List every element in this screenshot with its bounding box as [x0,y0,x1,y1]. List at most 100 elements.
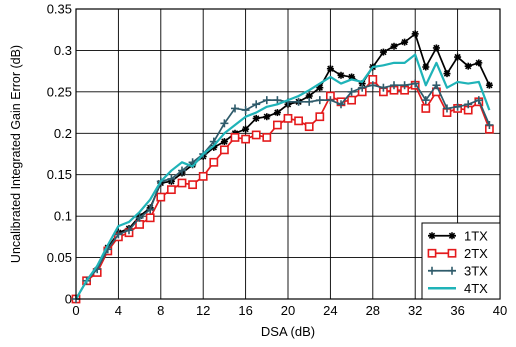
data-point [178,166,186,175]
data-point [474,96,483,105]
data-point [347,87,356,96]
data-point [220,138,228,146]
data-point [432,44,440,52]
legend: 1TX 2TX 3TX 4TX [421,222,501,300]
x-tick-label: 16 [238,303,252,318]
data-point [220,145,229,155]
data-point [358,83,367,92]
legend-marker [428,232,436,240]
data-point [252,114,260,122]
y-tick-label: 0.35 [47,2,72,17]
data-point [125,226,133,235]
legend-marker [448,266,456,275]
data-point [241,106,250,115]
data-point [198,171,208,181]
x-tick-labels: 0 4 8 12 16 20 24 28 32 36 40 [72,303,507,318]
x-tick-label: 8 [157,303,164,318]
data-point [347,95,356,105]
legend-marker [447,248,457,258]
y-tick-label: 0.3 [54,43,72,58]
x-tick-label: 0 [72,303,79,318]
data-point [454,53,462,61]
data-point [421,96,430,105]
data-point [272,120,282,130]
data-point [262,133,272,142]
series-layer [71,30,494,304]
legend-marker [428,266,436,275]
legend-entry-3tx: 3TX [428,263,488,278]
y-tick-label: 0.25 [47,84,72,99]
data-point [443,104,451,113]
data-point [368,81,377,90]
data-point [485,121,494,129]
data-point [422,63,430,71]
data-point [379,83,388,92]
x-tick-label: 24 [323,303,337,318]
plot-frame [75,8,501,300]
data-point [411,30,419,38]
data-point [167,174,176,183]
x-tick-label: 28 [366,303,380,318]
x-tick-label: 20 [281,303,295,318]
data-point [464,62,472,70]
y-axis-label: Uncalibrated Integrated Gain Error (dB) [9,45,23,263]
y-tick-label: 0.05 [47,250,72,265]
data-point [188,180,197,190]
legend-marker [448,232,456,240]
x-tick-label: 32 [408,303,422,318]
data-point [251,130,261,140]
data-point [337,71,345,79]
legend-entry-2tx: 2TX [427,246,488,261]
legend-label: 2TX [464,246,488,261]
data-point [294,97,303,106]
data-point [390,81,398,90]
x-tick-label: 12 [196,303,210,318]
data-point [209,157,219,167]
data-point [390,42,398,50]
y-tick-label: 0.1 [54,209,72,224]
legend-entry-4tx: 4TX [428,281,488,296]
y-tick-label: 0.2 [54,126,72,141]
data-point [135,213,144,222]
data-point [262,96,271,105]
data-point [400,81,409,90]
data-point [305,97,314,106]
data-point [177,178,187,188]
data-point [326,96,335,105]
data-point [379,48,387,56]
data-point [263,113,271,121]
series-line [75,78,491,300]
data-point [231,104,239,113]
legend-label: 3TX [464,263,488,278]
x-tick-label: 40 [493,303,507,318]
data-point [443,70,451,78]
data-point [432,81,441,90]
data-point [273,109,281,117]
data-point [242,125,250,133]
data-point [294,116,303,126]
data-point [337,100,345,109]
data-point [421,104,431,113]
series-line [75,33,491,300]
data-point [220,119,229,128]
legend-label: 4TX [464,281,488,296]
y-tick-label: 0 [65,292,72,307]
legend-label: 1TX [464,228,488,243]
data-point [401,38,409,46]
data-point [411,79,420,88]
x-tick-label: 4 [115,303,122,318]
x-axis-label: DSA (dB) [261,324,315,339]
data-point [464,100,473,109]
y-tick-labels: 0 0.05 0.1 0.15 0.2 0.25 0.3 0.35 [47,2,72,307]
x-tick-label: 36 [450,303,464,318]
y-tick-label: 0.15 [47,167,72,182]
legend-entry-1tx: 1TX [428,228,488,243]
data-point [453,102,462,111]
data-point [156,192,166,202]
data-point [283,113,293,123]
data-point [167,185,176,195]
data-point [241,134,250,144]
series-line [75,82,491,300]
data-point [114,230,123,239]
